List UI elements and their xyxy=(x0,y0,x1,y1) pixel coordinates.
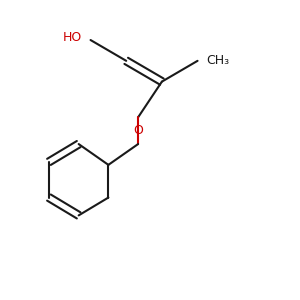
Text: HO: HO xyxy=(62,31,82,44)
Text: CH₃: CH₃ xyxy=(206,54,230,67)
Text: O: O xyxy=(133,124,143,137)
